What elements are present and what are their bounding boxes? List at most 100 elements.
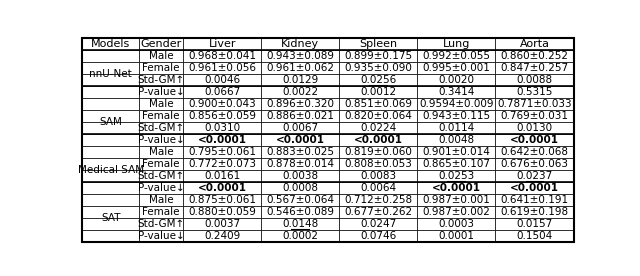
Text: 0.546±0.089: 0.546±0.089 (266, 208, 334, 217)
Bar (183, 99, 261, 110)
Bar (139, 38, 183, 51)
Text: 0.961±0.062: 0.961±0.062 (266, 63, 334, 73)
Bar (495, 182, 573, 195)
Bar (261, 51, 339, 62)
Bar (339, 171, 417, 182)
Bar (495, 51, 573, 62)
Text: 0.0129: 0.0129 (282, 75, 318, 86)
Text: 0.900±0.043: 0.900±0.043 (188, 99, 256, 110)
Text: 0.961±0.056: 0.961±0.056 (188, 63, 256, 73)
Bar (417, 158, 495, 171)
Text: 0.1504: 0.1504 (516, 232, 552, 242)
Text: Std-GM↑: Std-GM↑ (138, 75, 185, 86)
Bar (261, 230, 339, 242)
Bar (495, 171, 573, 182)
Text: 0.0148: 0.0148 (282, 219, 318, 229)
Text: 0.772±0.073: 0.772±0.073 (188, 160, 256, 169)
Bar (261, 182, 339, 195)
Text: Lung: Lung (443, 39, 470, 49)
Bar (339, 147, 417, 158)
Text: 0.0130: 0.0130 (516, 123, 552, 133)
Bar (495, 38, 573, 51)
Text: Liver: Liver (209, 39, 236, 49)
Text: SAM: SAM (99, 118, 122, 128)
Bar (261, 134, 339, 147)
Text: <0.0001: <0.0001 (432, 184, 481, 193)
Bar (417, 99, 495, 110)
Text: Female: Female (142, 160, 180, 169)
Text: Male: Male (148, 147, 173, 157)
Bar (139, 123, 183, 134)
Bar (139, 218, 183, 230)
Text: 0.820±0.064: 0.820±0.064 (344, 112, 412, 121)
Bar (339, 134, 417, 147)
Bar (339, 182, 417, 195)
Bar (83, 147, 139, 158)
Bar (495, 110, 573, 123)
Text: 0.0020: 0.0020 (438, 75, 474, 86)
Bar (139, 230, 183, 242)
Text: 0.851±0.069: 0.851±0.069 (344, 99, 412, 110)
Bar (261, 218, 339, 230)
Bar (183, 195, 261, 206)
Text: 0.987±0.002: 0.987±0.002 (422, 208, 490, 217)
Text: 0.0746: 0.0746 (360, 232, 396, 242)
Text: 0.901±0.014: 0.901±0.014 (422, 147, 490, 157)
Text: 0.878±0.014: 0.878±0.014 (266, 160, 334, 169)
Bar (83, 110, 139, 123)
Text: 0.896±0.320: 0.896±0.320 (266, 99, 334, 110)
Bar (83, 134, 139, 147)
Text: 0.0064: 0.0064 (360, 184, 396, 193)
Text: 0.860±0.252: 0.860±0.252 (500, 51, 568, 62)
Text: 0.3414: 0.3414 (438, 87, 475, 97)
Bar (83, 158, 139, 171)
Bar (83, 86, 139, 99)
Bar (139, 86, 183, 99)
Bar (417, 147, 495, 158)
Bar (495, 195, 573, 206)
Bar (417, 75, 495, 86)
Text: P-value↓: P-value↓ (138, 184, 184, 193)
Bar (339, 51, 417, 62)
Text: 0.875±0.061: 0.875±0.061 (188, 195, 256, 205)
Bar (261, 158, 339, 171)
Text: <0.0001: <0.0001 (198, 184, 246, 193)
Bar (495, 86, 573, 99)
Bar (417, 38, 495, 51)
Text: 0.567±0.064: 0.567±0.064 (266, 195, 334, 205)
Text: 0.0237: 0.0237 (516, 171, 552, 181)
Text: 0.992±0.055: 0.992±0.055 (422, 51, 490, 62)
Bar (83, 51, 139, 62)
Text: Spleen: Spleen (359, 39, 397, 49)
Bar (183, 38, 261, 51)
Bar (339, 230, 417, 242)
Bar (495, 230, 573, 242)
Bar (261, 86, 339, 99)
Bar (495, 62, 573, 75)
Bar (495, 75, 573, 86)
Bar (139, 147, 183, 158)
Bar (495, 218, 573, 230)
Bar (417, 110, 495, 123)
Text: 0.0667: 0.0667 (204, 87, 240, 97)
Text: 0.0247: 0.0247 (360, 219, 396, 229)
Bar (339, 123, 417, 134)
Bar (139, 158, 183, 171)
Bar (183, 171, 261, 182)
Text: Medical SAM: Medical SAM (77, 165, 144, 176)
Text: 0.865±0.107: 0.865±0.107 (422, 160, 490, 169)
Text: SAT: SAT (101, 213, 120, 224)
Bar (261, 147, 339, 158)
Text: 0.935±0.090: 0.935±0.090 (344, 63, 412, 73)
Bar (183, 86, 261, 99)
Bar (261, 123, 339, 134)
Text: Female: Female (142, 112, 180, 121)
Bar (83, 62, 139, 75)
Text: Male: Male (148, 195, 173, 205)
Bar (83, 218, 139, 230)
Bar (339, 86, 417, 99)
Text: 0.642±0.068: 0.642±0.068 (500, 147, 568, 157)
Text: 0.808±0.053: 0.808±0.053 (344, 160, 412, 169)
Bar (139, 182, 183, 195)
Text: 0.0083: 0.0083 (360, 171, 396, 181)
